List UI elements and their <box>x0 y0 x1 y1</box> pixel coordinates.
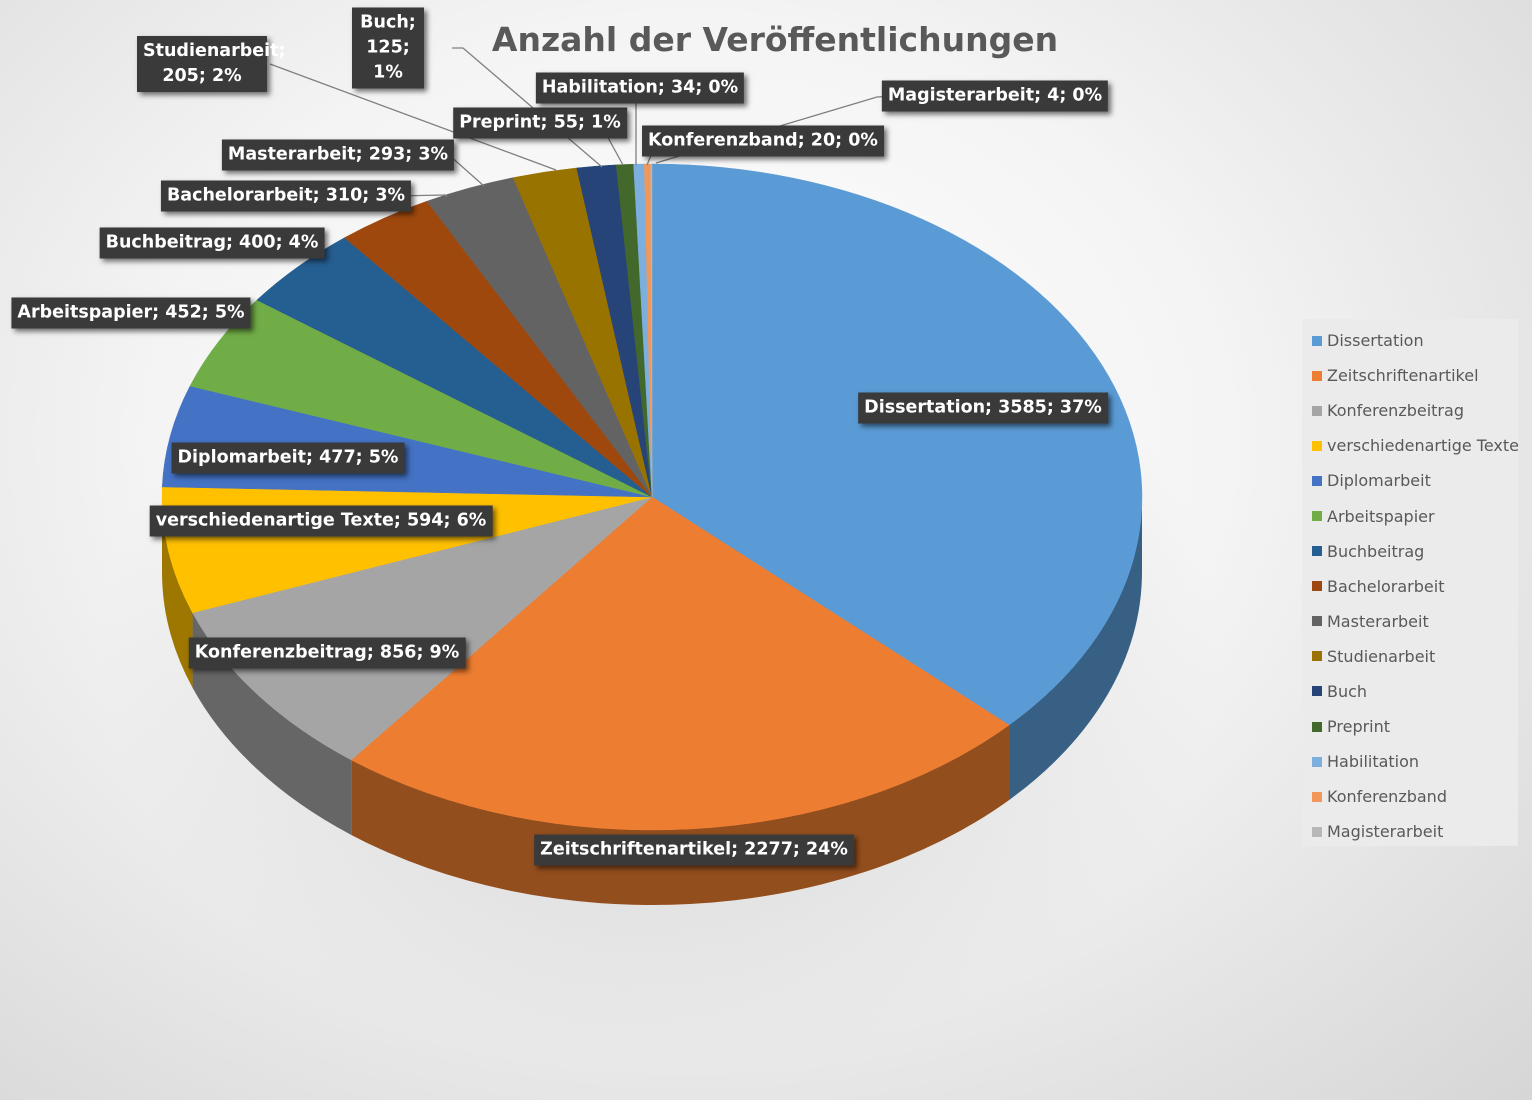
legend-swatch <box>1312 651 1322 662</box>
legend-swatch <box>1312 511 1322 522</box>
leader-line-9 <box>269 63 557 171</box>
legend-item: Diplomarbeit <box>1302 463 1518 498</box>
legend-swatch <box>1312 546 1322 557</box>
legend-item: Zeitschriftenartikel <box>1302 358 1518 393</box>
data-label-magisterarbeit: Magisterarbeit; 4; 0% <box>881 80 1109 112</box>
legend-label: Konferenzband <box>1327 787 1447 807</box>
legend-item: verschiedenartige Texte <box>1302 428 1519 463</box>
legend-item: Preprint <box>1302 709 1518 744</box>
legend-label: Habilitation <box>1327 752 1420 772</box>
legend-swatch <box>1312 756 1322 767</box>
data-label-studienarbeit: Studienarbeit; 205; 2% <box>137 36 285 92</box>
legend-swatch <box>1312 405 1322 416</box>
legend-swatch <box>1312 686 1322 697</box>
legend-label: verschiedenartige Texte <box>1327 436 1519 456</box>
legend-item: Magisterarbeit <box>1302 814 1518 849</box>
legend-item: Konferenzbeitrag <box>1302 393 1518 428</box>
legend-label: Studienarbeit <box>1327 646 1436 666</box>
legend-item: Bachelorarbeit <box>1302 569 1518 604</box>
legend-swatch <box>1312 826 1322 837</box>
legend-item: Konferenzband <box>1302 779 1518 814</box>
legend-label: Arbeitspapier <box>1327 506 1435 526</box>
legend-label: Masterarbeit <box>1327 611 1429 631</box>
legend-label: Zeitschriftenartikel <box>1327 366 1479 386</box>
pie-slice-zeitschriftenartikel <box>350 496 1010 831</box>
legend-item: Masterarbeit <box>1302 604 1518 639</box>
legend-item: Buchbeitrag <box>1302 534 1518 569</box>
data-label-konferenzbeitrag: Konferenzbeitrag; 856; 9% <box>188 637 466 669</box>
legend-item: Arbeitspapier <box>1302 498 1518 533</box>
legend-item: Studienarbeit <box>1302 639 1518 674</box>
data-label-buch: Buch; 125; 1% <box>352 7 424 89</box>
legend-item: Dissertation <box>1302 323 1518 358</box>
legend-swatch <box>1312 475 1322 486</box>
legend-swatch <box>1312 721 1322 732</box>
data-label-bachelorarbeit: Bachelorarbeit; 310; 3% <box>160 180 412 212</box>
legend-label: Dissertation <box>1327 331 1424 351</box>
data-label-buchbeitrag: Buchbeitrag; 400; 4% <box>99 227 325 259</box>
pie-side-0 <box>1009 497 1142 801</box>
data-label-zeitschriftenartikel: Zeitschriftenartikel; 2277; 24% <box>534 834 854 866</box>
data-label-diplomarbeit: Diplomarbeit; 477; 5% <box>171 442 405 474</box>
legend-label: Buchbeitrag <box>1327 541 1425 561</box>
pie-side-3 <box>162 497 193 688</box>
legend-item: Habilitation <box>1302 744 1518 779</box>
legend-label: Preprint <box>1327 717 1391 737</box>
data-label-arbeitspapier: Arbeitspapier; 452; 5% <box>11 297 251 329</box>
legend-item: Buch <box>1302 674 1518 709</box>
legend-label: Diplomarbeit <box>1327 471 1431 491</box>
data-label-dissertation: Dissertation; 3585; 37% <box>858 392 1108 424</box>
legend-swatch <box>1312 791 1322 802</box>
data-label-habilitation: Habilitation; 34; 0% <box>535 72 745 104</box>
data-label-masterarbeit: Masterarbeit; 293; 3% <box>221 139 455 171</box>
pie-slice-konferenzbeitrag <box>192 496 653 761</box>
legend-label: Buch <box>1327 681 1368 701</box>
legend-swatch <box>1312 440 1322 451</box>
chart-legend: Dissertation Zeitschriftenartikel Konferen… <box>1302 319 1519 849</box>
legend-label: Bachelorarbeit <box>1327 576 1445 596</box>
legend-label: Magisterarbeit <box>1327 822 1444 842</box>
pie-slice-dissertation <box>651 163 1143 726</box>
legend-swatch <box>1312 581 1322 592</box>
pie-side-2 <box>192 612 352 835</box>
data-label-verschiedenartige-texte: verschiedenartige Texte; 594; 6% <box>149 505 493 537</box>
leader-line-7 <box>393 194 448 198</box>
data-label-konferenzband: Konferenzband; 20; 0% <box>642 125 884 157</box>
legend-swatch <box>1312 335 1322 346</box>
pie-slice-magisterarbeit <box>650 163 653 498</box>
legend-swatch <box>1312 370 1322 381</box>
legend-swatch <box>1312 616 1322 627</box>
chart-title: Anzahl der Veröffentlichungen <box>491 20 1059 59</box>
legend-label: Konferenzbeitrag <box>1327 401 1464 421</box>
data-label-preprint: Preprint; 55; 1% <box>453 107 627 139</box>
